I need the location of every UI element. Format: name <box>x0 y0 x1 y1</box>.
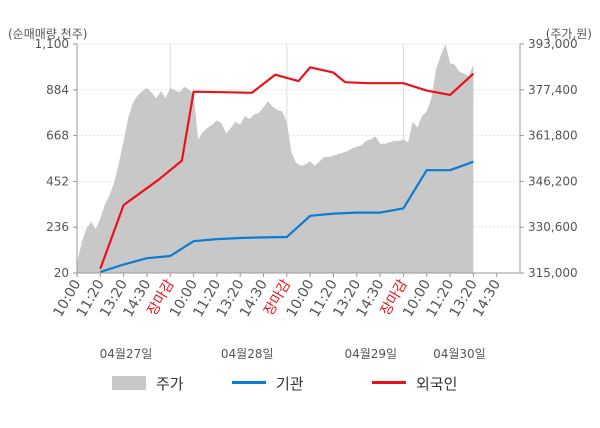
left-tick-label: 452 <box>46 174 69 188</box>
legend-swatch-price <box>112 376 146 390</box>
x-axis: 10:0011:2013:2014:30장마감10:0011:2013:2014… <box>50 273 504 320</box>
right-tick-label: 315,000 <box>528 266 578 280</box>
right-tick-label: 377,400 <box>528 83 578 97</box>
right-tick-label: 361,800 <box>528 129 578 143</box>
plot-frame <box>76 44 521 274</box>
series-lines <box>99 66 475 273</box>
day-labels: 04월27일 04월28일 04월29일 04월30일 <box>100 347 486 361</box>
day-label: 04월28일 <box>221 347 274 361</box>
legend-label: 외국인 <box>416 375 457 393</box>
day-label: 04월29일 <box>344 347 397 361</box>
legend: 주가 기관 외국인 <box>112 375 457 393</box>
foreign-line <box>99 66 475 270</box>
left-tick-label: 1,100 <box>35 37 69 51</box>
right-tick-label: 330,600 <box>528 220 578 234</box>
day-label: 04월30일 <box>433 347 486 361</box>
left-tick-label: 20 <box>54 266 69 280</box>
legend-label: 기관 <box>276 375 304 393</box>
left-tick-label: 668 <box>46 129 69 143</box>
price-area <box>77 44 474 273</box>
right-tick-label: 393,000 <box>528 37 578 51</box>
legend-label: 주가 <box>156 375 184 393</box>
left-axis-title: (순매매량,천주) <box>8 26 87 41</box>
right-tick-label: 346,200 <box>528 174 578 188</box>
left-tick-label: 236 <box>46 220 69 234</box>
price-area-path <box>77 44 474 273</box>
legend-swatch-institution <box>232 381 266 384</box>
left-axis: (순매매량,천주)1,100 884 668 452 236 20 <box>8 26 87 280</box>
right-axis-title: (주가,원) <box>546 27 592 41</box>
day-label: 04월27일 <box>100 347 153 361</box>
legend-swatch-foreign <box>372 381 406 384</box>
right-axis: (주가,원)393,000 377,400 361,800 346,200 330,60… <box>520 27 592 280</box>
institution-line <box>99 160 474 273</box>
left-tick-label: 884 <box>46 83 69 97</box>
